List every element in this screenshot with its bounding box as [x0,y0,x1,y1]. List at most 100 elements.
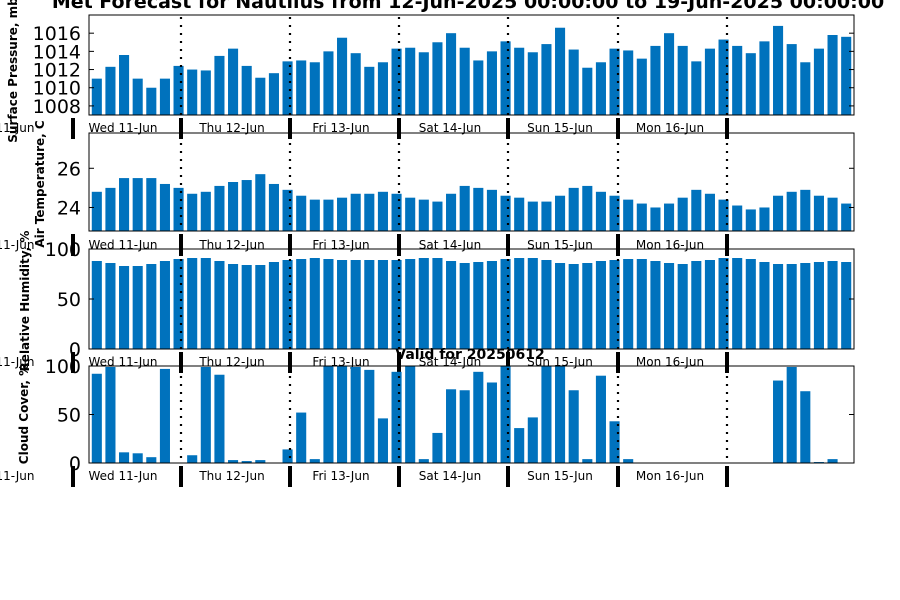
y-tick-label: 100 [45,239,81,261]
bar [187,193,198,231]
bar [473,187,484,231]
bar [677,45,688,115]
bar [91,78,102,115]
bar [527,417,538,463]
bar [650,45,661,115]
figure-title: Met Forecast for Nautilus from 12-Jun-20… [52,0,884,13]
bar [405,259,416,349]
bar [500,259,511,349]
bar [323,259,334,349]
bar [718,39,729,115]
bar [214,374,225,463]
bar [241,65,252,115]
bar [786,264,797,349]
bar [609,421,620,463]
bar [405,366,416,463]
bar [691,61,702,115]
bar [159,78,170,115]
y-tick-label: 26 [57,158,81,180]
bar [418,258,429,349]
day-label: Wed 11-Jun [89,238,158,252]
bar [609,48,620,115]
bar [773,264,784,349]
bar [827,197,838,231]
day-label: Thu 12-Jun [198,469,264,483]
bar [132,266,143,349]
bar [364,260,375,349]
bar [691,261,702,349]
bar [623,199,634,231]
bar [173,187,184,231]
bar [228,48,239,115]
bar [432,432,443,463]
bar [337,366,348,463]
bar [636,203,647,231]
day-label: Mon 16-Jun [636,238,704,252]
bar [636,259,647,349]
bar [296,259,307,349]
bar [391,371,402,463]
bar [541,44,552,116]
bar [91,373,102,463]
plot-frame [88,14,855,116]
bar [119,55,130,115]
y-tick-label: 50 [57,289,81,311]
bar [309,258,320,349]
bar [568,49,579,115]
bar [214,185,225,231]
y-tick-label: 1014 [33,41,81,63]
bar [255,174,266,231]
y-tick-label: 100 [45,356,81,378]
bar [527,201,538,231]
bar [228,460,239,463]
bar [119,452,130,463]
bar [268,183,279,231]
bar [650,207,661,231]
y-tick-label: 50 [57,405,81,427]
bar [732,258,743,349]
bar [432,42,443,115]
bar [296,60,307,115]
bar [241,461,252,463]
bar [623,459,634,463]
bar [418,52,429,115]
bar [514,428,525,463]
bar [173,259,184,349]
bar [200,191,211,231]
bar [745,53,756,115]
day-label: Thu 12-Jun [198,121,264,135]
plot-frame [88,132,855,232]
bar [486,51,497,115]
bar [514,197,525,231]
y-tick-label: 1016 [33,23,81,45]
bar [200,366,211,463]
day-label: Thu 12-Jun [198,238,264,252]
bar [555,195,566,231]
bar [241,265,252,349]
bar [704,260,715,349]
bar [786,366,797,463]
bar [200,258,211,349]
day-label: Sun 15-Jun [527,238,593,252]
day-label: Wed 11-Jun [89,469,158,483]
bar [214,261,225,349]
bar [773,25,784,115]
bar [704,48,715,115]
bar [595,375,606,463]
bar [773,380,784,463]
bar [377,418,388,463]
bar [146,178,157,231]
bar [486,189,497,231]
day-label: Wed 11-Jun [89,355,158,369]
bar [541,366,552,463]
bar [187,455,198,463]
bar [595,62,606,115]
day-label: Wed 11-Jun [89,121,158,135]
bar [119,266,130,349]
bar [745,259,756,349]
bar [473,371,484,463]
bar [159,183,170,231]
bar [813,262,824,349]
bar [786,191,797,231]
